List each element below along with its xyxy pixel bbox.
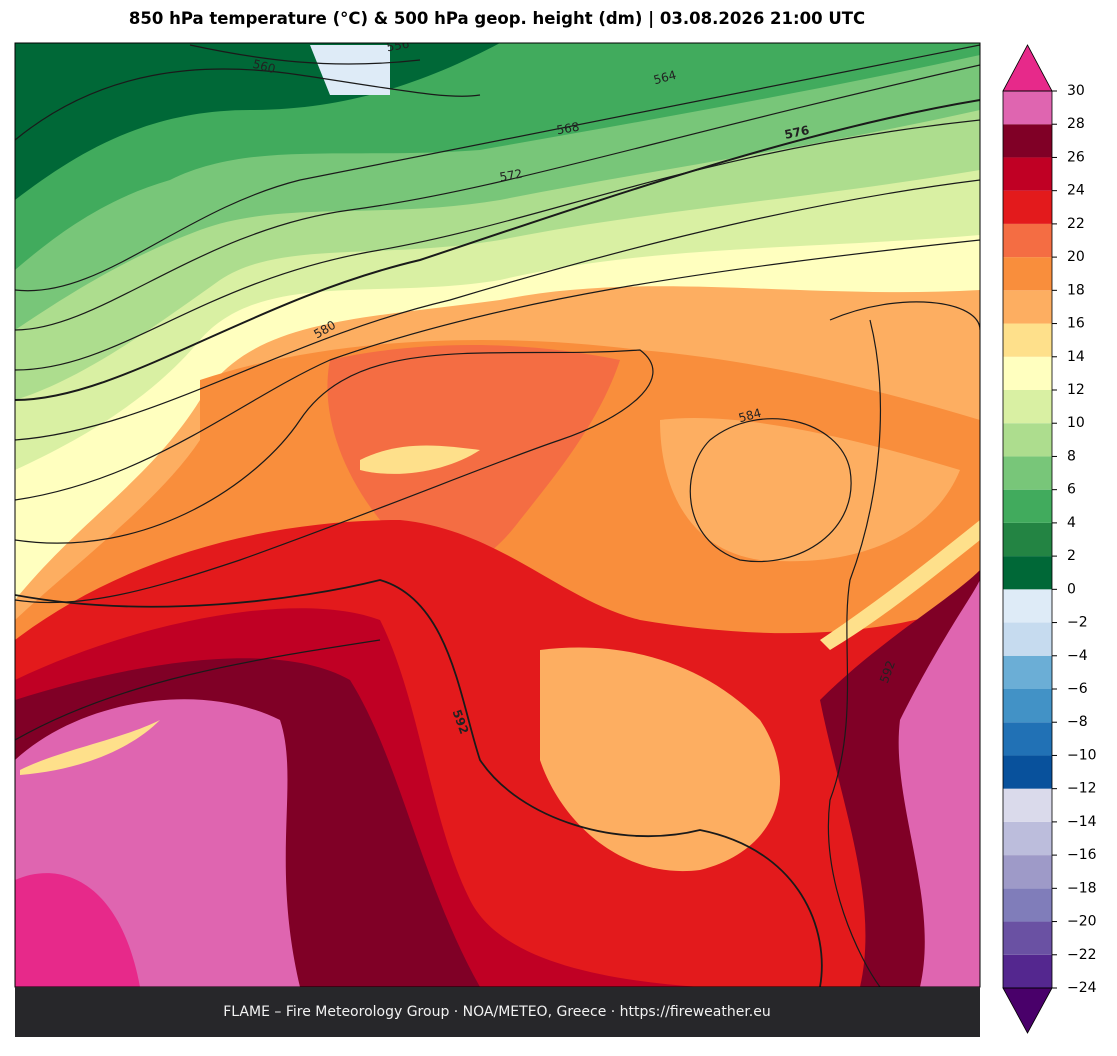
- colorbar-band: [1003, 157, 1052, 191]
- colorbar-band: [1003, 821, 1052, 856]
- colorbar-under: [1002, 987, 1053, 1034]
- colorbar-tick-label: −6: [1067, 681, 1088, 697]
- colorbar-band: [1003, 921, 1052, 955]
- colorbar-band: [1003, 888, 1052, 922]
- colorbar-tick-label: −4: [1067, 648, 1088, 664]
- colorbar-band: [1003, 290, 1052, 324]
- contour-label: 584: [737, 406, 763, 425]
- colorbar-band: [1003, 855, 1052, 889]
- colorbar-tick-label: 12: [1067, 382, 1085, 398]
- colorbar-band: [1003, 589, 1052, 623]
- colorbar-tick-label: −16: [1067, 847, 1097, 863]
- colorbar-tick-label: 10: [1067, 415, 1085, 431]
- colorbar-frame: [1002, 90, 1053, 989]
- map: 556 560 564 568 572 576 580 584 592 592: [15, 37, 980, 987]
- colorbar-tick-label: 26: [1067, 149, 1085, 165]
- colorbar-tick-label: −2: [1067, 615, 1088, 631]
- colorbar-tick-label: 6: [1067, 482, 1076, 498]
- colorbar-band: [1003, 223, 1052, 258]
- colorbar-tick-label: −10: [1067, 747, 1097, 763]
- colorbar-tick-label: −8: [1067, 714, 1088, 730]
- contour-label: 568: [555, 120, 580, 138]
- colorbar-band: [1003, 390, 1052, 424]
- colorbar-band: [1003, 257, 1052, 291]
- colorbar-tick-label: −20: [1067, 914, 1097, 930]
- colorbar-tick-label: −14: [1067, 814, 1097, 830]
- colorbar-band: [1003, 323, 1052, 357]
- colorbar-band: [1003, 522, 1052, 557]
- colorbar-tick-label: 18: [1067, 282, 1085, 298]
- colorbar-band: [1003, 655, 1052, 689]
- contour-label: 564: [652, 68, 678, 87]
- contour-label: 572: [498, 167, 523, 185]
- contour-label: 576: [783, 123, 810, 142]
- colorbar-tick-label: 20: [1067, 249, 1085, 265]
- colorbar-tick-label: −22: [1067, 947, 1097, 963]
- colorbar-band: [1003, 954, 1052, 988]
- colorbar-band: [1003, 755, 1052, 789]
- colorbar-band: [1003, 356, 1052, 390]
- colorbar-tick-label: 8: [1067, 448, 1076, 464]
- colorbar-tick-label: −12: [1067, 781, 1097, 797]
- colorbar-band: [1003, 423, 1052, 457]
- colorbar-tick-label: 24: [1067, 183, 1085, 199]
- colorbar-band: [1003, 722, 1052, 756]
- footer: FLAME – Fire Meteorology Group · NOA/MET…: [223, 1004, 771, 1020]
- colorbar-band: [1003, 788, 1052, 822]
- colorbar-tick-label: −18: [1067, 880, 1097, 896]
- colorbar-tick-label: 14: [1067, 349, 1085, 365]
- colorbar-band: [1003, 91, 1052, 125]
- title: 850 hPa temperature (°C) & 500 hPa geop.…: [129, 9, 865, 29]
- colorbar-band: [1003, 456, 1052, 490]
- contour-label: 556: [385, 37, 410, 55]
- colorbar-tick-label: 22: [1067, 216, 1085, 232]
- footer-bar: [15, 987, 980, 1037]
- colorbar-tick-label: 0: [1067, 581, 1076, 597]
- colorbar: −24−22−20−18−16−14−12−10−8−6−4−202468101…: [1002, 44, 1097, 1034]
- colorbar-band: [1003, 489, 1052, 523]
- colorbar-tick-label: 28: [1067, 116, 1085, 132]
- colorbar-band: [1003, 689, 1052, 723]
- colorbar-tick-label: 30: [1067, 83, 1085, 99]
- colorbar-over: [1002, 44, 1053, 92]
- colorbar-tick-label: 2: [1067, 548, 1076, 564]
- colorbar-tick-label: 4: [1067, 515, 1076, 531]
- colorbar-band: [1003, 622, 1052, 656]
- contour-label: 560: [251, 57, 277, 76]
- colorbar-tick-label: 16: [1067, 316, 1085, 332]
- colorbar-band: [1003, 556, 1052, 590]
- colorbar-band: [1003, 124, 1052, 158]
- colorbar-tick-label: −24: [1067, 980, 1097, 996]
- colorbar-band: [1003, 190, 1052, 224]
